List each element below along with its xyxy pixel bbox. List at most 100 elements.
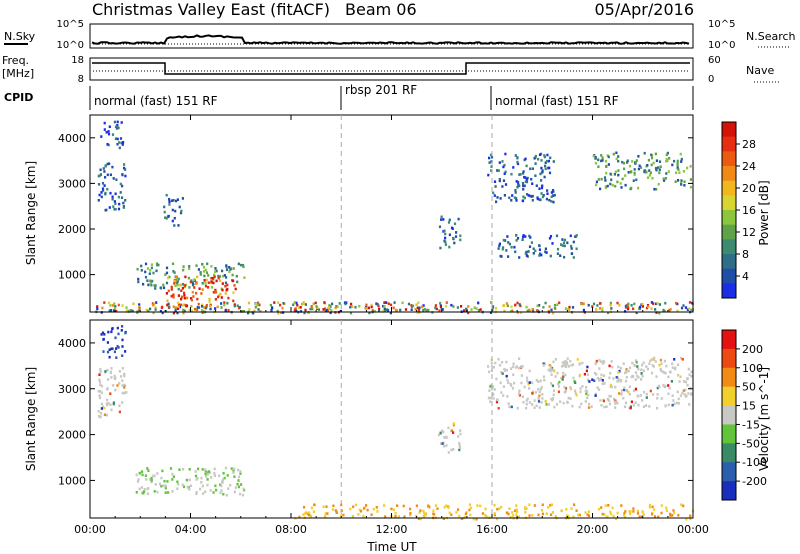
data-cell xyxy=(524,176,527,179)
data-cell xyxy=(436,507,439,510)
data-cell xyxy=(204,472,207,476)
data-cell xyxy=(526,309,529,313)
data-cell xyxy=(511,511,514,514)
data-cell xyxy=(638,515,641,518)
data-cell xyxy=(488,389,491,392)
data-cell xyxy=(102,350,105,353)
colorbar-tick-label: 20 xyxy=(742,182,756,195)
data-cell xyxy=(108,348,111,351)
data-cell xyxy=(514,303,517,307)
data-cell xyxy=(625,389,628,392)
data-cell xyxy=(183,309,186,313)
data-cell xyxy=(637,394,640,398)
data-cell xyxy=(422,509,425,513)
data-cell xyxy=(604,179,607,182)
data-cell xyxy=(541,393,544,396)
data-cell xyxy=(624,306,628,309)
data-cell xyxy=(526,379,529,382)
data-cell xyxy=(399,308,402,312)
data-cell xyxy=(195,478,198,481)
data-cell xyxy=(526,397,529,401)
data-cell xyxy=(664,404,667,407)
data-cell xyxy=(601,159,604,162)
data-cell xyxy=(202,265,206,269)
data-cell xyxy=(550,382,553,385)
freq-tick-bottom: 8 xyxy=(78,74,84,85)
data-cell xyxy=(552,393,555,397)
data-cell xyxy=(587,303,590,307)
data-cell xyxy=(362,514,365,518)
data-cell xyxy=(487,370,491,374)
data-cell xyxy=(419,517,422,521)
data-cell xyxy=(183,284,186,287)
data-cell xyxy=(417,517,420,520)
data-cell xyxy=(182,265,185,268)
data-cell xyxy=(117,126,120,130)
data-cell xyxy=(477,301,480,305)
data-cell xyxy=(564,363,567,367)
data-cell xyxy=(601,156,604,160)
data-cell xyxy=(603,405,606,409)
data-cell xyxy=(674,366,677,370)
data-cell xyxy=(551,511,555,514)
data-cell xyxy=(528,308,531,312)
data-cell xyxy=(205,304,208,307)
data-cell xyxy=(158,482,161,486)
data-cell xyxy=(440,308,443,311)
data-cell xyxy=(191,281,194,284)
data-cell xyxy=(533,399,536,402)
data-cell xyxy=(624,310,627,313)
data-cell xyxy=(270,308,273,312)
data-cell xyxy=(354,503,358,507)
colorbar-tick-label: 12 xyxy=(742,226,756,239)
data-cell xyxy=(620,504,623,507)
data-cell xyxy=(114,388,117,392)
data-cell xyxy=(676,166,679,170)
data-cell xyxy=(160,306,163,310)
data-cell xyxy=(108,206,111,209)
data-cell xyxy=(597,507,601,511)
data-cell xyxy=(110,309,113,312)
data-cell xyxy=(507,512,510,516)
data-cell xyxy=(180,295,184,299)
data-cell xyxy=(115,309,118,313)
data-cell xyxy=(550,191,553,194)
data-cell xyxy=(173,224,176,227)
data-cell xyxy=(100,384,104,388)
data-cell xyxy=(577,513,580,517)
data-cell xyxy=(393,301,396,304)
data-cell xyxy=(146,267,150,270)
data-cell xyxy=(112,177,115,180)
data-cell xyxy=(658,171,661,175)
data-cell xyxy=(641,363,644,367)
data-cell xyxy=(502,385,505,388)
data-cell xyxy=(154,483,157,486)
data-cell xyxy=(174,308,177,311)
data-cell xyxy=(111,195,114,199)
data-cell xyxy=(236,280,239,284)
data-cell xyxy=(549,504,552,507)
data-cell xyxy=(172,305,175,308)
data-cell xyxy=(443,229,446,233)
data-cell xyxy=(549,235,553,238)
nave-label: Nave xyxy=(746,64,774,77)
data-cell xyxy=(674,180,677,183)
data-cell xyxy=(97,174,100,178)
data-cell xyxy=(210,265,213,268)
data-cell xyxy=(556,371,559,375)
data-cell xyxy=(601,382,604,386)
data-cell xyxy=(370,513,373,516)
data-cell xyxy=(654,308,657,311)
data-cell xyxy=(530,195,533,198)
data-cell xyxy=(639,305,642,309)
data-cell xyxy=(104,176,107,179)
data-cell xyxy=(549,367,552,371)
data-cell xyxy=(566,400,569,404)
data-cell xyxy=(200,292,203,295)
data-cell xyxy=(453,222,457,226)
data-cell xyxy=(544,247,547,251)
data-cell xyxy=(514,189,517,192)
colorbar-tick-label: 4 xyxy=(742,270,749,283)
